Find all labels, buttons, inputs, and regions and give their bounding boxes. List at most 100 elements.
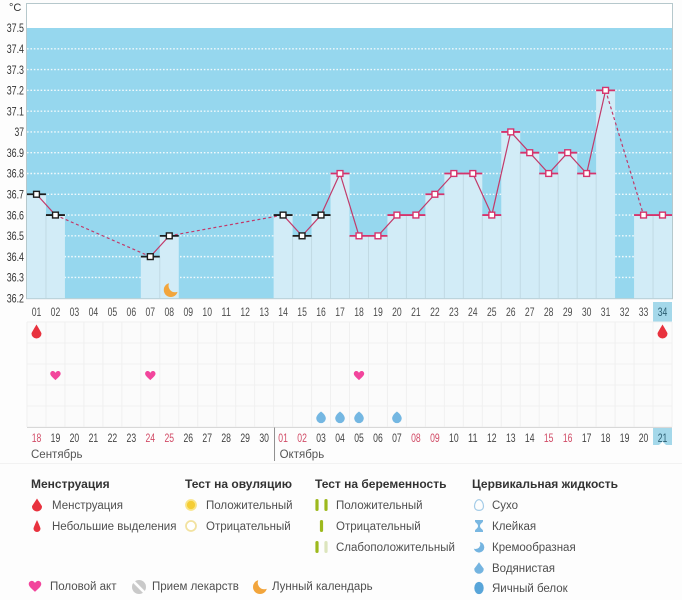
svg-text:36.2: 36.2 [7, 293, 24, 305]
svg-text:36.7: 36.7 [7, 189, 24, 201]
svg-text:19: 19 [620, 431, 630, 445]
svg-text:26: 26 [183, 431, 193, 445]
svg-text:22: 22 [108, 431, 118, 445]
svg-text:Сентябрь: Сентябрь [31, 449, 83, 461]
svg-text:25: 25 [164, 431, 174, 445]
svg-text:23: 23 [127, 431, 137, 445]
svg-text:32: 32 [620, 305, 630, 319]
svg-text:37.1: 37.1 [7, 106, 24, 118]
svg-text:Цервикальная жидкость: Цервикальная жидкость [472, 477, 618, 491]
svg-text:36.3: 36.3 [7, 273, 24, 285]
svg-text:33: 33 [639, 305, 649, 319]
svg-text:Отрицательный: Отрицательный [336, 521, 421, 533]
svg-text:14: 14 [278, 305, 288, 319]
svg-text:34: 34 [658, 305, 668, 319]
svg-text:23: 23 [449, 305, 459, 319]
svg-text:20: 20 [70, 431, 80, 445]
svg-text:18: 18 [601, 431, 611, 445]
svg-text:29: 29 [563, 305, 573, 319]
svg-text:Лунный календарь: Лунный календарь [272, 581, 373, 593]
svg-text:15: 15 [544, 431, 554, 445]
svg-text:Кремообразная: Кремообразная [492, 542, 576, 554]
svg-text:36.4: 36.4 [7, 252, 25, 264]
svg-text:Менструация: Менструация [52, 500, 123, 512]
svg-text:37.2: 37.2 [7, 86, 24, 98]
svg-text:36.5: 36.5 [7, 231, 24, 243]
svg-text:Яичный белок: Яичный белок [492, 583, 569, 595]
svg-text:20: 20 [392, 305, 402, 319]
svg-text:06: 06 [127, 305, 137, 319]
svg-text:26: 26 [506, 305, 516, 319]
svg-text:02: 02 [51, 305, 61, 319]
svg-text:16: 16 [563, 431, 573, 445]
svg-text:21: 21 [411, 305, 421, 319]
svg-text:31: 31 [601, 305, 611, 319]
svg-text:07: 07 [146, 305, 156, 319]
svg-text:30: 30 [259, 431, 269, 445]
svg-text:01: 01 [278, 431, 288, 445]
svg-text:36.9: 36.9 [7, 148, 24, 160]
svg-text:Тест на беременность: Тест на беременность [315, 477, 446, 491]
svg-text:Положительный: Положительный [206, 500, 293, 512]
svg-text:10: 10 [202, 305, 212, 319]
svg-text:36.8: 36.8 [7, 169, 24, 181]
svg-text:28: 28 [221, 431, 231, 445]
svg-text:05: 05 [108, 305, 118, 319]
svg-text:21: 21 [658, 431, 668, 445]
svg-text:21: 21 [89, 431, 99, 445]
svg-text:37.4: 37.4 [7, 44, 25, 56]
svg-text:37.5: 37.5 [7, 23, 24, 35]
svg-text:Половой акт: Половой акт [50, 581, 117, 593]
svg-text:01: 01 [32, 305, 42, 319]
svg-text:20: 20 [639, 431, 649, 445]
svg-text:13: 13 [506, 431, 516, 445]
svg-text:04: 04 [335, 431, 345, 445]
svg-text:36.6: 36.6 [7, 210, 24, 222]
svg-text:Отрицательный: Отрицательный [206, 521, 291, 533]
svg-text:12: 12 [240, 305, 250, 319]
svg-text:06: 06 [373, 431, 383, 445]
svg-text:18: 18 [354, 305, 364, 319]
svg-text:29: 29 [240, 431, 250, 445]
svg-text:19: 19 [51, 431, 61, 445]
svg-text:25: 25 [487, 305, 497, 319]
svg-text:10: 10 [449, 431, 459, 445]
svg-text:16: 16 [316, 305, 326, 319]
svg-text:09: 09 [183, 305, 193, 319]
svg-text:24: 24 [468, 305, 478, 319]
svg-text:08: 08 [411, 431, 421, 445]
svg-text:Тест на овуляцию: Тест на овуляцию [185, 477, 292, 491]
svg-text:28: 28 [544, 305, 554, 319]
svg-text:09: 09 [430, 431, 440, 445]
svg-text:Сухо: Сухо [492, 500, 518, 512]
svg-text:14: 14 [525, 431, 535, 445]
svg-text:02: 02 [297, 431, 307, 445]
svg-text:03: 03 [316, 431, 326, 445]
svg-text:Прием лекарств: Прием лекарств [152, 581, 239, 593]
svg-text:Клейкая: Клейкая [492, 521, 536, 533]
svg-text:37: 37 [15, 127, 25, 139]
svg-text:27: 27 [202, 431, 212, 445]
svg-text:30: 30 [582, 305, 592, 319]
svg-text:27: 27 [525, 305, 535, 319]
svg-text:17: 17 [582, 431, 592, 445]
svg-text:11: 11 [468, 431, 478, 445]
svg-text:04: 04 [89, 305, 99, 319]
svg-text:11: 11 [221, 305, 231, 319]
svg-text:Менструация: Менструация [31, 477, 110, 491]
svg-text:Водянистая: Водянистая [492, 563, 555, 575]
svg-text:19: 19 [373, 305, 383, 319]
svg-text:37.3: 37.3 [7, 65, 24, 77]
svg-text:22: 22 [430, 305, 440, 319]
svg-text:24: 24 [146, 431, 156, 445]
svg-text:15: 15 [297, 305, 307, 319]
svg-text:08: 08 [164, 305, 174, 319]
svg-text:13: 13 [259, 305, 269, 319]
svg-text:03: 03 [70, 305, 80, 319]
svg-text:12: 12 [487, 431, 497, 445]
svg-text:17: 17 [335, 305, 345, 319]
svg-text:05: 05 [354, 431, 364, 445]
svg-text:07: 07 [392, 431, 402, 445]
svg-text:°C: °C [9, 2, 21, 14]
svg-text:Положительный: Положительный [336, 500, 423, 512]
